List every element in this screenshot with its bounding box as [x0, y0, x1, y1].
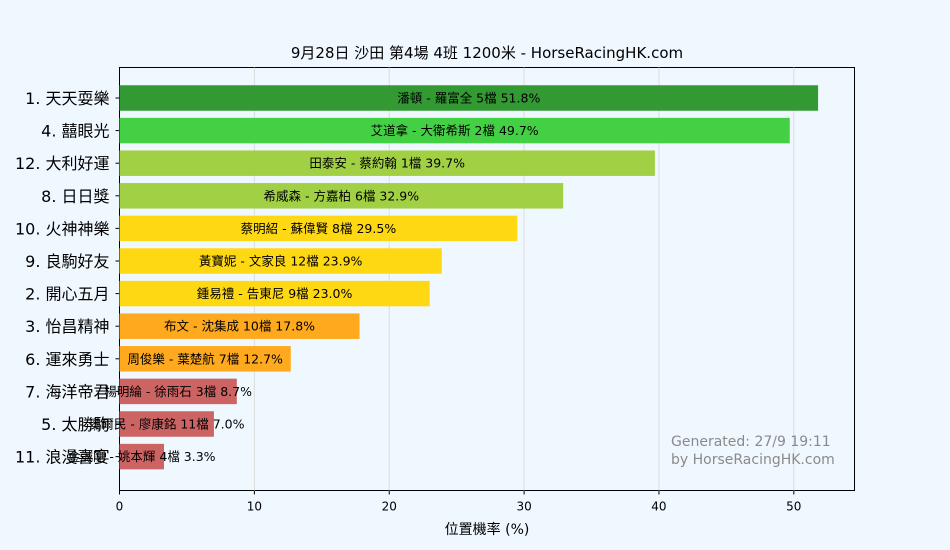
bar-data-label: 金誠剛 - 姚本輝 4檔 3.3% — [68, 449, 216, 464]
y-tick-label: 11. 浪漫喜宴 — [15, 448, 110, 467]
y-tick-label: 10. 火神神樂 — [15, 219, 110, 238]
bar-data-label: 周俊樂 - 葉楚航 7檔 12.7% — [127, 351, 283, 366]
bar — [119, 183, 564, 209]
x-tick-label: 20 — [382, 500, 397, 514]
bar — [119, 215, 518, 242]
x-tick-label: 30 — [516, 500, 531, 514]
bar-labels-group: 潘頓 - 羅富全 5檔 51.8% 艾道拿 - 大衛希斯 2檔 49.7% 田泰安 … — [68, 91, 541, 465]
bar — [119, 346, 291, 372]
y-axis-ticks: 1. 天天耍樂 4. 囍眼光 12. 大利好運 8. 日日獎 10. 火神神樂 9. 良駒… — [15, 89, 120, 467]
chart-title: 9月28日 沙田 第4場 4班 1200米 - HorseRacingHK.co… — [291, 44, 683, 62]
x-tick-label: 10 — [247, 500, 262, 514]
y-tick-label: 3. 怡昌精神 — [25, 317, 109, 336]
bar-data-label: 希威森 - 方嘉柏 6檔 32.9% — [264, 188, 420, 203]
bar — [119, 150, 655, 176]
y-tick-label: 6. 運來勇士 — [25, 350, 109, 369]
bar-data-label: 鍾易禮 - 告東尼 9檔 23.0% — [197, 286, 353, 301]
x-tick-label: 40 — [651, 500, 666, 514]
bar-data-label: 艾道拿 - 大衛希斯 2檔 49.7% — [371, 123, 539, 138]
y-tick-label: 1. 天天耍樂 — [25, 89, 109, 108]
bar — [119, 117, 790, 144]
x-axis-ticks: 0 10 20 30 40 50 — [116, 490, 801, 514]
bar — [119, 280, 430, 307]
bar-data-label: 楊明綸 - 徐雨石 3檔 8.7% — [104, 384, 252, 399]
y-tick-label: 8. 日日獎 — [41, 187, 109, 206]
bar — [119, 313, 360, 339]
y-tick-label: 5. 太勝駒 — [41, 415, 109, 434]
y-tick-label: 12. 大利好運 — [15, 154, 110, 173]
y-tick-label: 7. 海洋帝君 — [25, 382, 109, 401]
bar-data-label: 黃寶妮 - 文家良 12檔 23.9% — [199, 254, 363, 269]
y-tick-label: 4. 囍眼光 — [41, 122, 109, 141]
watermark-site: by HorseRacingHK.com — [671, 452, 835, 468]
x-axis-label: 位置機率 (%) — [445, 521, 530, 538]
bar — [119, 411, 214, 437]
bar — [119, 378, 237, 405]
x-tick-label: 50 — [786, 500, 801, 514]
bar-data-label: 蔡明紹 - 蘇偉賢 8檔 29.5% — [241, 221, 397, 236]
bar — [119, 443, 165, 470]
y-tick-label: 2. 開心五月 — [25, 285, 109, 304]
watermark-generated: Generated: 27/9 19:11 — [671, 434, 831, 450]
x-tick-label: 0 — [116, 500, 124, 514]
bar — [119, 248, 442, 274]
bar-data-label: 布文 - 沈集成 10檔 17.8% — [164, 319, 315, 334]
bar-data-label: 潘頓 - 羅富全 5檔 51.8% — [397, 91, 540, 106]
bar-data-label: 奧爾民 - 廖康銘 11檔 7.0% — [89, 417, 245, 432]
bar — [119, 85, 819, 111]
y-tick-label: 9. 良駒好友 — [25, 252, 109, 271]
bars-group — [119, 85, 819, 470]
bar-data-label: 田泰安 - 蔡約翰 1檔 39.7% — [309, 156, 465, 171]
